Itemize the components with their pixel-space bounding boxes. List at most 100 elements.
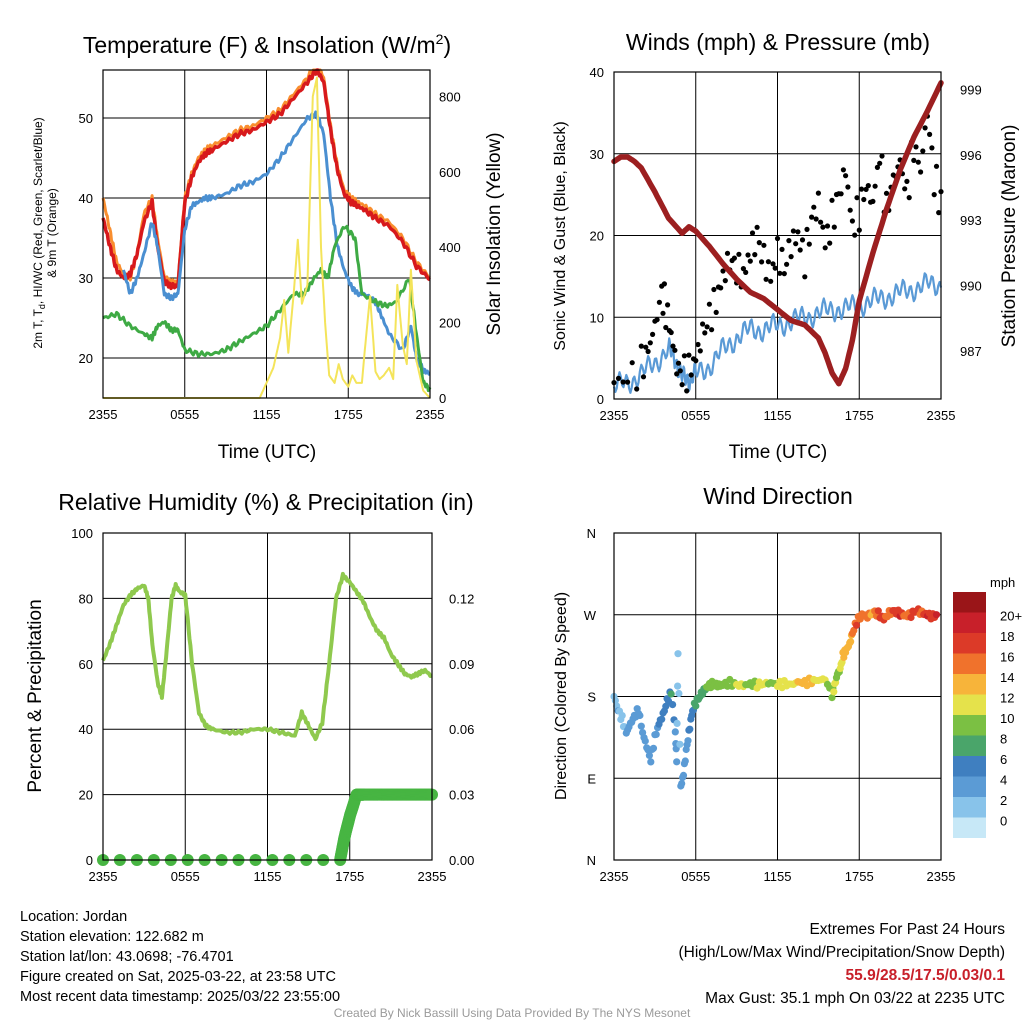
wind-gust-point [668, 329, 674, 336]
rh-y-label: Percent & Precipitation [25, 599, 46, 792]
wind-gust-point [929, 145, 935, 151]
wind-gust-point [634, 386, 640, 392]
rh-x-tick-label: 0555 [171, 869, 200, 884]
wind-gust-point [665, 302, 671, 308]
dir-point [636, 711, 644, 720]
colorbar-swatch [953, 756, 986, 777]
rh-x-tick-label: 2355 [89, 869, 118, 884]
dir-y-tick-label: E [587, 771, 596, 786]
wind-x-tick-label: 2355 [600, 408, 629, 423]
temp-y2-tick-label: 200 [439, 316, 461, 331]
dir-point [645, 751, 654, 760]
wind-gust-point [790, 228, 797, 234]
wind-gust-point [663, 324, 669, 331]
wind-gust-point [629, 360, 635, 366]
temp-x-tick-label: 2355 [89, 407, 118, 422]
dir-y-label: Direction (Colored By Speed) [553, 592, 570, 800]
extremes-subtitle: (High/Low/Max Wind/Precipitation/Snow De… [678, 944, 1006, 961]
wind-gust-point [640, 374, 647, 380]
wind-gust-point [660, 310, 666, 316]
colorbar-label: 2 [1000, 793, 1007, 808]
wind-gust-point [804, 226, 810, 232]
wind-gust-point [829, 197, 835, 203]
wind-series-speed [612, 272, 943, 394]
wind-panel: 2355 0555 1155 1755 235501020304098799099399… [552, 29, 1020, 463]
wind-gust-point [754, 224, 760, 230]
dir-point [684, 737, 692, 745]
wind-gust-point [788, 254, 794, 260]
dir-x-tick-label: 2355 [927, 869, 956, 884]
wind-gust-point [684, 388, 690, 394]
wind-gust-point [731, 255, 738, 261]
colorbar-label: 10 [1000, 711, 1014, 726]
rh-x-tick-label: 2355 [418, 869, 447, 884]
wind-gust-point [840, 167, 847, 173]
temperature-panel: 2355 0555 1155 1755 2355 20 30 40 50 0 200 400 600 80… [31, 31, 505, 463]
wind-gust-point [813, 216, 819, 222]
wind-plot-border [613, 71, 942, 400]
temp-y-tick-label: 40 [79, 191, 93, 206]
wind-gust-point [765, 259, 772, 265]
colorbar-label: 4 [1000, 773, 1007, 788]
wind-gust-point [877, 160, 883, 166]
rh-y2-tick-label: 0.06 [449, 722, 474, 737]
extremes-info: Extremes For Past 24 Hours (High/Low/Max… [679, 918, 1006, 1010]
dir-point [907, 613, 915, 622]
temp-series-temp [101, 68, 431, 291]
wind-gust-point [763, 276, 769, 282]
wind-gust-point [759, 259, 765, 265]
recent-text: Most recent data timestamp: 2025/03/22 2… [20, 989, 341, 1005]
wind-gust-point [779, 246, 785, 252]
wind-gust-point [852, 232, 858, 238]
wind-gust-point [675, 360, 682, 366]
colorbar-label: 8 [1000, 732, 1007, 747]
rh-y-tick-label: 60 [79, 657, 93, 672]
colorbar-swatch [953, 633, 986, 654]
rh-x-tick-label: 1155 [254, 869, 282, 884]
wind-gust-point [847, 207, 853, 213]
wind-gust-point [647, 340, 653, 346]
wind-gust-point [820, 224, 826, 230]
dir-point [679, 771, 688, 780]
dir-point [669, 701, 677, 709]
wind-gust-point [643, 344, 649, 350]
wind-gust-point [831, 224, 837, 230]
wind-x-tick-label: 1155 [764, 408, 792, 423]
wind-y-tick-label: 20 [590, 229, 604, 244]
temp-x-tick-label: 1755 [334, 407, 363, 422]
credit-text: Created By Nick Bassill Using Data Provi… [333, 1006, 691, 1020]
wind-gust-point [915, 159, 921, 165]
wind-gust-point [620, 379, 626, 385]
temp-y2-tick-label: 0 [439, 391, 446, 406]
wind-gust-point [740, 266, 747, 272]
wind-gust-point [872, 183, 878, 189]
wind-gust-point [695, 341, 701, 348]
colorbar-swatch [953, 715, 986, 736]
wind-gust-point [931, 192, 937, 198]
colorbar-swatch [953, 797, 986, 818]
wind-y2-tick-label: 993 [960, 213, 982, 228]
wind-gust-point [709, 327, 715, 333]
dir-point [667, 690, 675, 698]
max-gust-text: Max Gust: 35.1 mph On 03/22 at 2235 UTC [705, 990, 1005, 1007]
wind-gust-point [799, 237, 806, 243]
wind-gust-point [902, 186, 908, 192]
wind-y-tick-label: 10 [590, 310, 604, 325]
wind-gust-point [718, 285, 724, 291]
dir-x-tick-label: 1155 [764, 869, 792, 884]
wind-gust-point [761, 242, 767, 248]
wind-gust-point [784, 261, 790, 267]
wind-gust-point [774, 235, 781, 242]
wind-gust-point [777, 270, 783, 276]
wind-gust-point [863, 186, 869, 192]
rh-y-tick-label: 40 [79, 722, 93, 737]
dir-point [874, 607, 882, 615]
dir-y-tick-label: W [584, 608, 597, 623]
station-info: Location: Jordan Station elevation: 122.… [20, 907, 340, 1007]
dir-point [675, 689, 683, 698]
wind-gust-point [638, 343, 644, 349]
rh-y-tick-label: 0 [86, 853, 93, 868]
dir-point [676, 740, 684, 748]
colorbar-label: 18 [1000, 629, 1014, 644]
temp-y-tick-label: 50 [79, 111, 93, 126]
